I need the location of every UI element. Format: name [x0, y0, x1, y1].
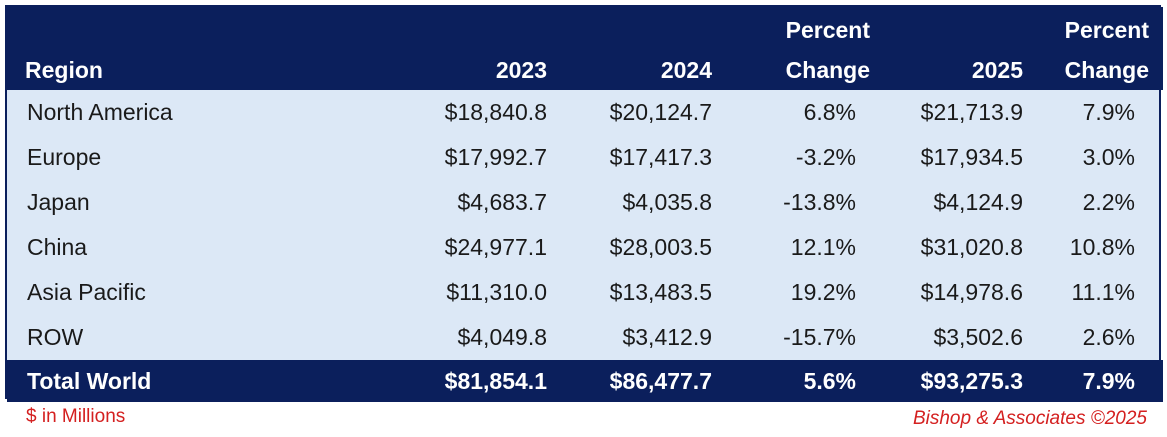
table-row: Japan $4,683.7 $4,035.8 -13.8% $4,124.9 …: [7, 180, 1163, 225]
total-row: Total World $81,854.1 $86,477.7 5.6% $93…: [7, 360, 1163, 402]
cell-percent-change-2024: -3.2%: [795, 144, 856, 170]
cell-region: ROW: [27, 324, 84, 350]
cell-percent-change-2024-total: 5.6%: [803, 367, 856, 394]
table-row: ROW $4,049.8 $3,412.9 -15.7% $3,502.6 2.…: [7, 315, 1163, 360]
cell-2024-total: $86,477.7: [609, 367, 712, 394]
table-row: Asia Pacific $11,310.0 $13,483.5 19.2% $…: [7, 270, 1163, 315]
cell-2023: $11,310.0: [446, 279, 547, 305]
cell-percent-change-2024: 6.8%: [803, 99, 856, 125]
source-footnote: Bishop & Associates ©2025: [912, 408, 1147, 429]
cell-2025: $17,934.5: [920, 144, 1023, 170]
header-2024: 2024: [660, 57, 712, 83]
header-row: Region 2023 2024 Percent Change 2025 Per…: [7, 7, 1163, 90]
cell-2023: $18,840.8: [444, 99, 547, 125]
cell-percent-change-2024: 12.1%: [790, 234, 856, 260]
cell-region: Europe: [27, 144, 102, 170]
cell-percent-change-2024: -15.7%: [783, 324, 856, 350]
table-row: Europe $17,992.7 $17,417.3 -3.2% $17,934…: [7, 135, 1163, 180]
cell-2024: $3,412.9: [622, 324, 712, 350]
cell-percent-change-2025-total: 7.9%: [1082, 367, 1135, 394]
market-table: Region 2023 2024 Percent Change 2025 Per…: [7, 7, 1163, 402]
header-percent-label: Percent: [785, 17, 870, 43]
cell-2024: $4,035.8: [622, 189, 712, 215]
cell-2025: $4,124.9: [933, 189, 1023, 215]
cell-2023: $4,049.8: [457, 324, 547, 350]
cell-2023-total: $81,854.1: [444, 367, 547, 394]
market-table-frame: Region 2023 2024 Percent Change 2025 Per…: [5, 5, 1163, 402]
cell-percent-change-2025: 7.9%: [1082, 99, 1135, 125]
cell-percent-change-2024: 19.2%: [790, 279, 856, 305]
cell-region-total: Total World: [27, 367, 152, 394]
units-footnote: $ in Millions: [26, 406, 126, 427]
cell-region: China: [27, 234, 88, 260]
cell-region: Japan: [27, 189, 90, 215]
header-percent-change-2025: Percent Change: [1045, 7, 1163, 90]
table-row: North America $18,840.8 $20,124.7 6.8% $…: [7, 90, 1163, 135]
header-percent-change-2024: Percent Change: [734, 7, 880, 90]
cell-2024: $17,417.3: [609, 144, 712, 170]
header-change-label: Change: [785, 57, 870, 83]
cell-2023: $17,992.7: [444, 144, 547, 170]
cell-region: North America: [27, 99, 173, 125]
cell-2025: $21,713.9: [920, 99, 1023, 125]
cell-percent-change-2024: -13.8%: [783, 189, 856, 215]
cell-2024: $13,483.5: [609, 279, 712, 305]
cell-percent-change-2025: 2.2%: [1082, 189, 1135, 215]
cell-2025: $3,502.6: [933, 324, 1023, 350]
cell-region: Asia Pacific: [27, 279, 146, 305]
cell-percent-change-2025: 2.6%: [1082, 324, 1135, 350]
cell-2025: $31,020.8: [920, 234, 1023, 260]
cell-percent-change-2025: 11.1%: [1071, 279, 1135, 305]
cell-2023: $24,977.1: [444, 234, 547, 260]
cell-2024: $20,124.7: [609, 99, 712, 125]
cell-percent-change-2025: 10.8%: [1069, 234, 1135, 260]
header-percent-label: Percent: [1064, 17, 1149, 43]
header-region: Region: [25, 57, 103, 83]
cell-2023: $4,683.7: [457, 189, 547, 215]
cell-2025-total: $93,275.3: [920, 367, 1023, 394]
header-2025: 2025: [971, 57, 1023, 83]
cell-2025: $14,978.6: [920, 279, 1023, 305]
cell-percent-change-2025: 3.0%: [1082, 144, 1135, 170]
header-change-label: Change: [1064, 57, 1149, 83]
table-row: China $24,977.1 $28,003.5 12.1% $31,020.…: [7, 225, 1163, 270]
header-2023: 2023: [495, 57, 547, 83]
cell-2024: $28,003.5: [609, 234, 712, 260]
